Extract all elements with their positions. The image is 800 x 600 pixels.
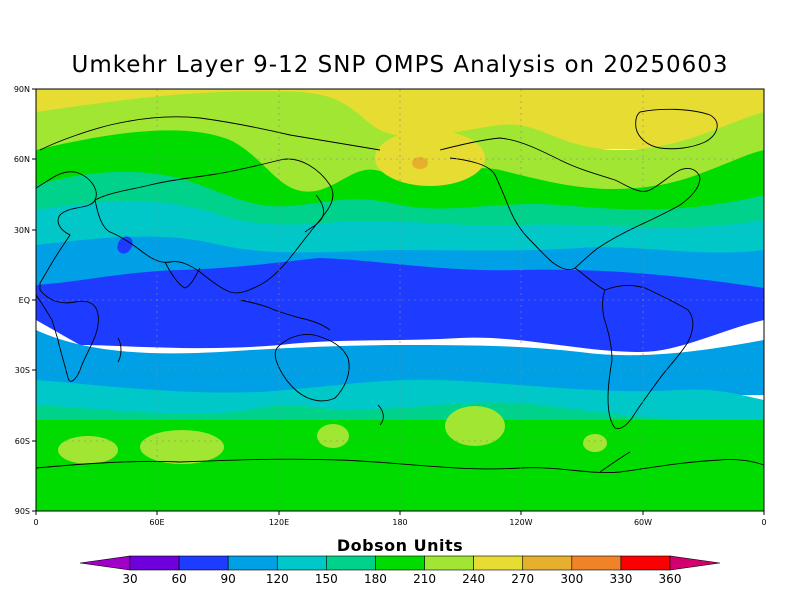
- coast-japan: [304, 194, 325, 233]
- blob-240-a: [58, 436, 118, 464]
- colorbar-tick-label: 60: [171, 572, 186, 586]
- colorbar-tick-label: 300: [560, 572, 583, 586]
- coast-central-america: [574, 267, 606, 291]
- coast-europe-africa: [36, 171, 99, 382]
- lon-labels: 0 60E 120E 180 120W 60W 0: [33, 518, 766, 527]
- lat-label: 60S: [15, 437, 30, 446]
- colorbar-tick-label: 270: [511, 572, 534, 586]
- coast-south-america: [602, 285, 694, 429]
- lat-label: EQ: [19, 296, 30, 305]
- coast-newzealand: [377, 404, 384, 426]
- colorbar-swatch: [473, 555, 524, 571]
- band-120-south: [36, 330, 764, 395]
- coast-asia: [94, 158, 334, 294]
- colorbar-tick-label: 150: [315, 572, 338, 586]
- blob-270-beringia: [375, 130, 485, 186]
- lon-label: 60W: [634, 518, 652, 527]
- blob-300-alaska: [412, 157, 428, 169]
- coast-madagascar: [117, 337, 122, 363]
- coast-arctic-eurasia: [39, 116, 381, 151]
- colorbar-arrow-low: [79, 555, 131, 571]
- colorbar-tick-label: 180: [364, 572, 387, 586]
- lon-label: 0: [33, 518, 38, 527]
- colorbar-swatch: [227, 555, 278, 571]
- coast-antarctic-peninsula: [599, 451, 631, 473]
- colorbar-arrow-high: [669, 555, 721, 571]
- blob-240-d: [445, 406, 505, 446]
- lat-label: 90S: [15, 507, 30, 516]
- blob-240-c: [317, 424, 349, 448]
- colorbar-swatch: [375, 555, 425, 571]
- lon-label: 120E: [269, 518, 289, 527]
- blob-240-e: [583, 434, 607, 452]
- coast-north-america: [439, 137, 701, 271]
- colorbar-swatch: [424, 555, 474, 571]
- ticks: [32, 88, 765, 515]
- lon-label: 120W: [509, 518, 532, 527]
- colorbar-tick-label: 240: [462, 572, 485, 586]
- colorbar: 30 60 90 120 150 180 210 240 270 300 330 360: [79, 555, 721, 586]
- colorbar-swatch: [276, 555, 327, 571]
- colorbar-tick-label: 210: [413, 572, 436, 586]
- colorbar-swatch: [326, 555, 376, 571]
- coast-australia: [274, 334, 350, 402]
- coastlines: [36, 108, 764, 474]
- colorbar-tick-label: 30: [122, 572, 137, 586]
- grid: [36, 89, 764, 511]
- colorbar-swatch: [129, 555, 180, 571]
- coast-antarctica: [36, 458, 764, 474]
- colorbar-tick-label: 90: [221, 572, 236, 586]
- colorbar-title: Dobson Units: [336, 536, 464, 555]
- coast-indonesia: [239, 299, 331, 331]
- colorbar-swatch: [178, 555, 229, 571]
- lat-label: 30S: [15, 366, 30, 375]
- lon-label: 0: [761, 518, 766, 527]
- colorbar-tick-label: 330: [609, 572, 632, 586]
- lat-labels: 90N 60N 30N EQ 30S 60S 90S: [14, 85, 30, 516]
- map-title: Umkehr Layer 9-12 SNP OMPS Analysis on 2…: [71, 52, 729, 78]
- colorbar-swatch: [571, 555, 622, 571]
- colorbar-tick-label: 360: [659, 572, 682, 586]
- lon-label: 180: [392, 518, 407, 527]
- blob-60-arabia: [117, 236, 133, 254]
- colorbar-swatch: [522, 555, 573, 571]
- blob-240-b: [140, 430, 224, 464]
- coast-india: [164, 261, 201, 289]
- lat-label: 60N: [14, 155, 30, 164]
- lat-label: 30N: [14, 226, 30, 235]
- lon-label: 60E: [149, 518, 164, 527]
- coast-greenland: [635, 108, 718, 150]
- colorbar-tick-label: 120: [266, 572, 289, 586]
- colorbar-swatch: [620, 555, 671, 571]
- lat-label: 90N: [14, 85, 30, 94]
